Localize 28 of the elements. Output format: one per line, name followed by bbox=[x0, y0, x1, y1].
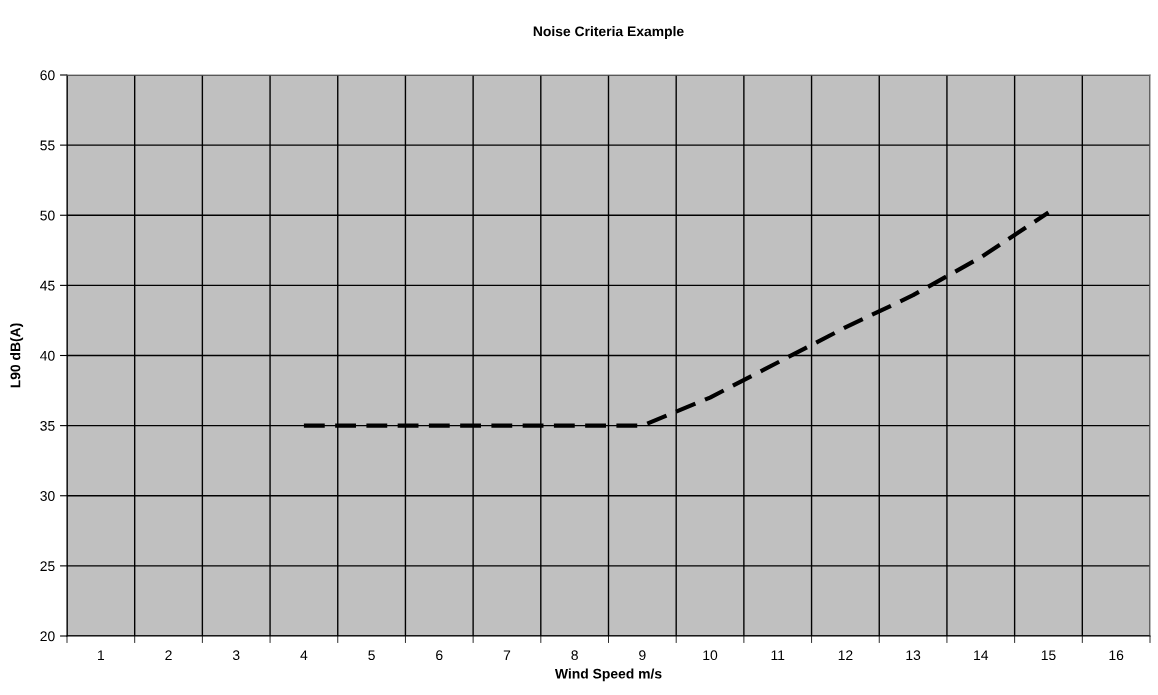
y-tick-label: 60 bbox=[40, 70, 55, 81]
x-tick-label: 11 bbox=[771, 650, 785, 660]
y-tick-label: 25 bbox=[40, 561, 55, 572]
x-tick-label: 2 bbox=[165, 650, 172, 660]
y-axis-title: L90 dB(A) bbox=[10, 323, 24, 388]
x-tick-label: 3 bbox=[232, 650, 240, 661]
x-tick-label: 7 bbox=[503, 650, 511, 660]
x-axis-title: Wind Speed m/s bbox=[554, 668, 662, 682]
y-tick-label: 30 bbox=[40, 491, 55, 501]
x-tick-label: 10 bbox=[703, 650, 718, 661]
y-tick-label: 40 bbox=[40, 350, 55, 361]
y-tick-label: 45 bbox=[40, 280, 55, 291]
x-tick-label: 9 bbox=[639, 650, 646, 661]
x-tick-label: 16 bbox=[1109, 650, 1124, 661]
x-tick-label: 12 bbox=[838, 650, 853, 660]
y-tick-label: 50 bbox=[40, 210, 55, 221]
x-tick-label: 4 bbox=[300, 650, 308, 660]
x-tick-label: 14 bbox=[974, 650, 989, 660]
x-tick-label: 1 bbox=[98, 650, 105, 660]
x-tick-label: 15 bbox=[1041, 650, 1056, 661]
y-tick-label: 20 bbox=[40, 631, 55, 642]
x-tick-label: 13 bbox=[906, 650, 921, 661]
x-tick-label: 6 bbox=[436, 650, 443, 661]
x-tick-label: 5 bbox=[368, 650, 375, 661]
y-tick-label: 55 bbox=[40, 140, 55, 151]
chart-title: Noise Criteria Example bbox=[533, 26, 684, 39]
x-tick-label: 8 bbox=[571, 650, 578, 661]
y-tick-label: 35 bbox=[40, 420, 55, 431]
